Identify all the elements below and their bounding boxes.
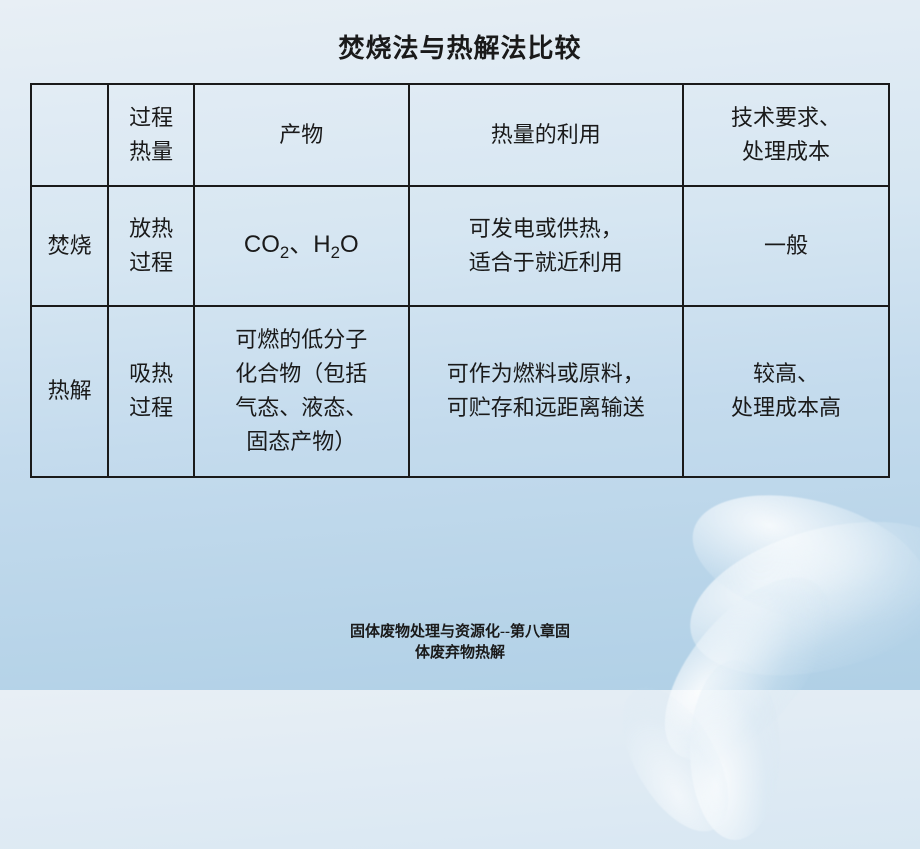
comparison-table-wrap: 过程热量 产物 热量的利用 技术要求、处理成本 焚烧 放热过程 CO2、H2O … <box>0 83 920 478</box>
cell-heat-use: 可发电或供热， 适合于就近利用 <box>409 186 684 306</box>
footer-line1: 固体废物处理与资源化--第八章固 <box>350 624 570 640</box>
header-tech-cost-line2: 处理成本 <box>742 139 830 164</box>
cell-tech-cost: 一般 <box>683 186 889 306</box>
cell-tech-cost: 较高、处理成本高 <box>683 306 889 476</box>
cell-heat-use-line2: 适合于就近利用 <box>469 250 623 275</box>
page-title: 焚烧法与热解法比较 <box>0 0 920 83</box>
cell-products-line2: 化合物（包括 <box>235 361 367 386</box>
cell-tech-cost-line2: 处理成本高 <box>731 395 841 420</box>
cell-process-heat-line1: 吸热 <box>129 361 173 386</box>
cell-products: CO2、H2O <box>194 186 409 306</box>
cell-products-line1: 可燃的低分子 <box>235 327 367 352</box>
table-header-row: 过程热量 产物 热量的利用 技术要求、处理成本 <box>31 84 889 186</box>
cell-process-heat-line2: 过程 <box>129 250 173 275</box>
cell-products-line3: 气态、液态、 <box>235 395 367 420</box>
header-products: 产物 <box>194 84 409 186</box>
cell-products-line4: 固态产物） <box>246 429 356 454</box>
cell-heat-use-line2: 可贮存和远距离输送 <box>447 395 645 420</box>
cell-process-heat: 吸热过程 <box>108 306 194 476</box>
chem-formula: CO2、H2O <box>244 231 359 258</box>
cell-tech-cost-line1: 较高、 <box>753 361 819 386</box>
header-blank <box>31 84 108 186</box>
row-label-pyrolysis: 热解 <box>31 306 108 476</box>
footer-line2: 体废弃物热解 <box>415 645 505 661</box>
cell-heat-use-line1: 可发电或供热， <box>469 216 623 241</box>
row-label-incineration: 焚烧 <box>31 186 108 306</box>
header-process-heat-line1: 过程 <box>129 105 173 130</box>
header-tech-cost-line1: 技术要求、 <box>731 105 841 130</box>
cell-process-heat: 放热过程 <box>108 186 194 306</box>
cell-heat-use: 可作为燃料或原料， 可贮存和远距离输送 <box>409 306 684 476</box>
cell-process-heat-line2: 过程 <box>129 395 173 420</box>
table-row: 热解 吸热过程 可燃的低分子化合物（包括气态、液态、固态产物） 可作为燃料或原料… <box>31 306 889 476</box>
cell-process-heat-line1: 放热 <box>129 216 173 241</box>
table-row: 焚烧 放热过程 CO2、H2O 可发电或供热， 适合于就近利用 一般 <box>31 186 889 306</box>
header-tech-cost: 技术要求、处理成本 <box>683 84 889 186</box>
header-process-heat-line2: 热量 <box>129 139 173 164</box>
header-process-heat: 过程热量 <box>108 84 194 186</box>
header-heat-use: 热量的利用 <box>409 84 684 186</box>
comparison-table: 过程热量 产物 热量的利用 技术要求、处理成本 焚烧 放热过程 CO2、H2O … <box>30 83 890 478</box>
cell-heat-use-line1: 可作为燃料或原料， <box>447 361 645 386</box>
slide-footer: 固体废物处理与资源化--第八章固 体废弃物热解 <box>0 622 920 664</box>
cell-products: 可燃的低分子化合物（包括气态、液态、固态产物） <box>194 306 409 476</box>
